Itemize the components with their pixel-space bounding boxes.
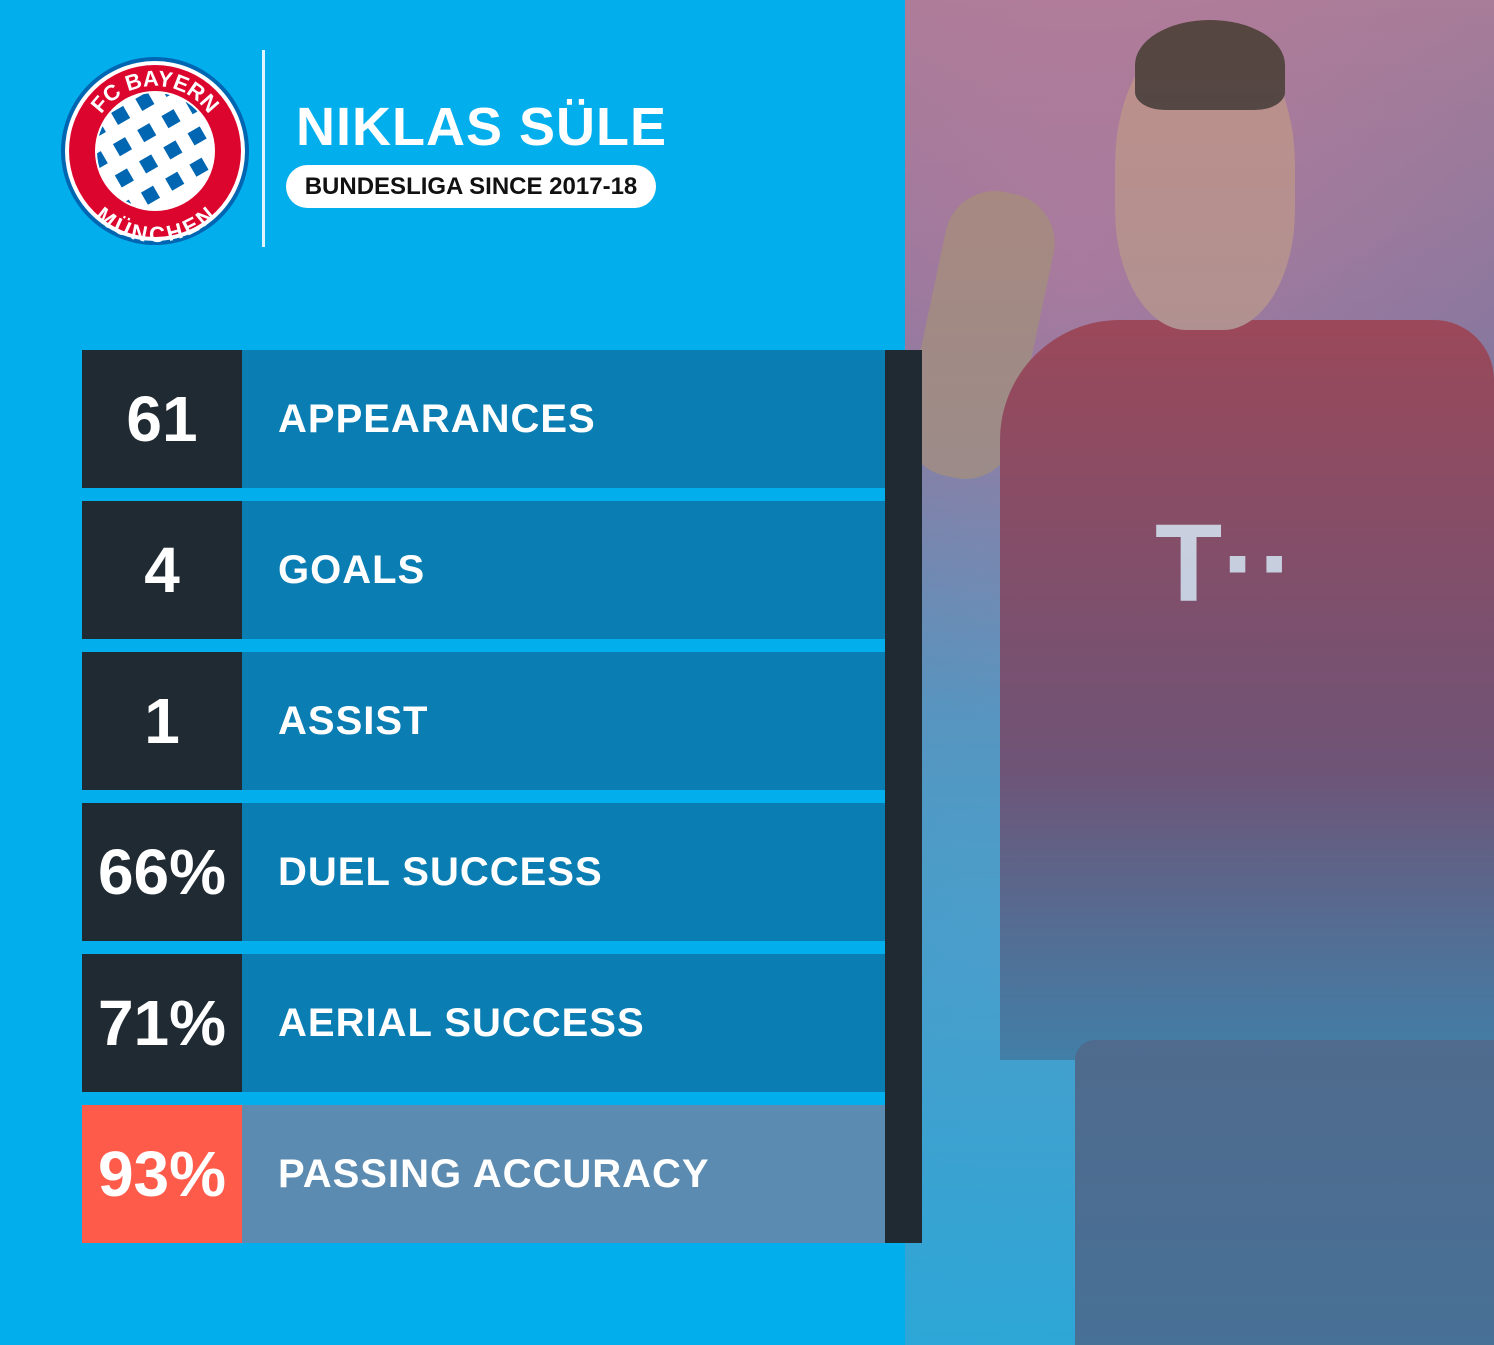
stat-row-passing-accuracy: 93% PASSING ACCURACY — [82, 1105, 885, 1243]
stat-row-appearances: 61 APPEARANCES — [82, 350, 885, 488]
stat-row-goals: 4 GOALS — [82, 501, 885, 639]
stat-label: ASSIST — [242, 652, 885, 790]
stat-value: 4 — [82, 501, 242, 639]
stat-value: 66% — [82, 803, 242, 941]
stat-label: PASSING ACCURACY — [242, 1105, 885, 1243]
stat-label: APPEARANCES — [242, 350, 885, 488]
stat-row-assist: 1 ASSIST — [82, 652, 885, 790]
competition-badge: BUNDESLIGA SINCE 2017-18 — [286, 165, 656, 208]
stat-value: 93% — [82, 1105, 242, 1243]
stat-label: DUEL SUCCESS — [242, 803, 885, 941]
header-divider — [262, 50, 265, 247]
stat-value: 71% — [82, 954, 242, 1092]
stat-label: GOALS — [242, 501, 885, 639]
stat-row-duel-success: 66% DUEL SUCCESS — [82, 803, 885, 941]
player-photo: T·· — [896, 0, 1494, 1345]
stat-value: 1 — [82, 652, 242, 790]
stat-row-aerial-success: 71% AERIAL SUCCESS — [82, 954, 885, 1092]
player-name: NIKLAS SÜLE — [296, 97, 668, 157]
stat-label: AERIAL SUCCESS — [242, 954, 885, 1092]
stat-value: 61 — [82, 350, 242, 488]
fc-bayern-logo: FC BAYERN MÜNCHEN — [61, 57, 249, 246]
stats-side-bar — [885, 350, 922, 1243]
